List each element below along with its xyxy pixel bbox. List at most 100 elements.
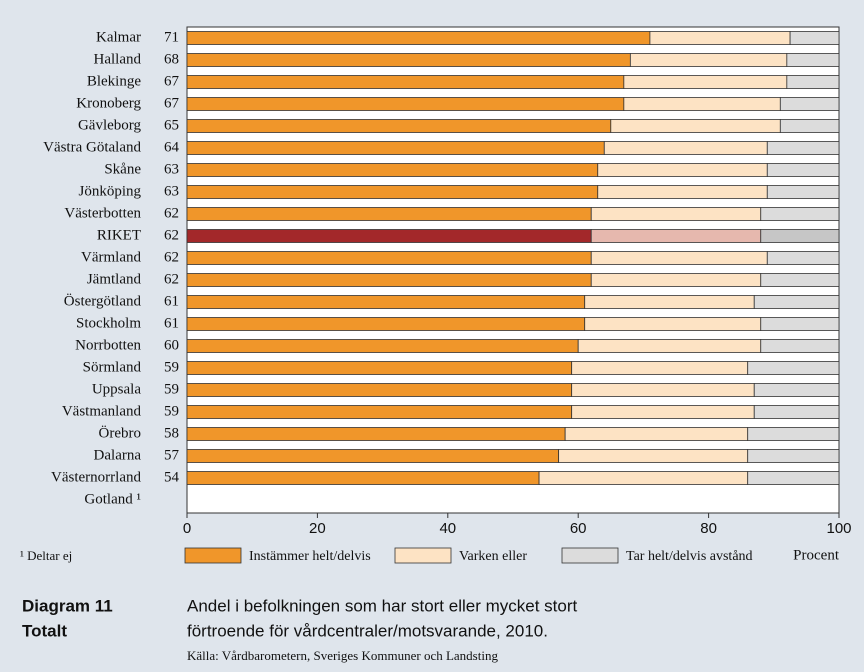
bar-segment xyxy=(186,141,605,155)
value-label: 67 xyxy=(164,73,180,89)
bar-segment xyxy=(186,295,586,309)
value-label: 62 xyxy=(164,249,179,265)
y-tick-label: RIKET xyxy=(97,227,141,243)
bar-segment xyxy=(186,229,592,243)
bar-segment xyxy=(186,207,592,221)
bar-segment xyxy=(760,229,840,243)
bar-segment xyxy=(584,295,755,309)
y-tick-label: Skåne xyxy=(104,161,141,177)
y-tick-label: Gävleborg xyxy=(78,117,142,133)
legend-swatch xyxy=(184,547,242,564)
y-tick-label: Stockholm xyxy=(76,315,141,331)
legend-label: Varken eller xyxy=(459,549,527,564)
bar-segment xyxy=(590,251,768,265)
bar-segment xyxy=(786,75,840,89)
chart-title: Andel i befolkningen som har stort eller… xyxy=(187,596,578,615)
value-label: 63 xyxy=(164,183,179,199)
y-tick-label: Sörmland xyxy=(83,359,142,375)
source: Källa: Vårdbarometern, Sveriges Kommuner… xyxy=(187,648,498,663)
bar-segment xyxy=(186,405,573,419)
bar-segment xyxy=(571,405,755,419)
bar-segment xyxy=(597,185,768,199)
bar-segment xyxy=(610,119,781,133)
bar-segment xyxy=(186,97,625,111)
y-tick-label: Halland xyxy=(94,51,142,67)
y-tick-label: Västernorrland xyxy=(51,469,141,485)
value-label: 62 xyxy=(164,271,179,287)
bar-segment xyxy=(760,207,840,221)
value-label: 71 xyxy=(164,29,179,45)
legend-label: Tar helt/delvis avstånd xyxy=(626,549,753,564)
bar-segment xyxy=(538,471,749,485)
y-tick-label: Västmanland xyxy=(62,403,142,419)
bar-segment xyxy=(584,317,762,331)
bar-segment xyxy=(779,97,840,111)
bar-segment xyxy=(186,471,540,485)
x-tick-label: 40 xyxy=(439,520,456,537)
value-label: 61 xyxy=(164,315,179,331)
bar-segment xyxy=(186,251,592,265)
bar-segment xyxy=(577,339,762,353)
bar-segment xyxy=(760,317,840,331)
value-label: 54 xyxy=(164,469,180,485)
x-tick-label: 20 xyxy=(309,520,326,537)
bar-segment xyxy=(766,141,840,155)
legend-label: Instämmer helt/delvis xyxy=(249,549,371,564)
bar-segment xyxy=(753,405,840,419)
bar-segment xyxy=(789,31,840,45)
value-label: 62 xyxy=(164,227,179,243)
y-tick-label: Norrbotten xyxy=(75,337,141,353)
bar-segment xyxy=(753,295,840,309)
y-tick-label: Västerbotten xyxy=(64,205,141,221)
bar-segment xyxy=(186,53,631,67)
bar-segment xyxy=(186,273,592,287)
value-label: 68 xyxy=(164,51,179,67)
bar-segment xyxy=(186,361,573,375)
bar-segment xyxy=(590,273,762,287)
bar-segment xyxy=(186,163,599,177)
value-label: 63 xyxy=(164,161,179,177)
bar-segment xyxy=(186,317,586,331)
value-label: 58 xyxy=(164,425,179,441)
y-tick-label: Uppsala xyxy=(92,381,141,397)
value-label: 59 xyxy=(164,359,179,375)
y-tick-label: Gotland ¹ xyxy=(84,491,141,507)
bar-segment xyxy=(590,207,762,221)
x-tick-label: 0 xyxy=(183,520,191,537)
y-tick-label: Dalarna xyxy=(94,447,142,463)
bar-segment xyxy=(760,273,840,287)
y-tick-label: Värmland xyxy=(81,249,141,265)
diagram-sublabel: Totalt xyxy=(22,621,67,640)
bar-segment xyxy=(571,361,749,375)
bar-segment xyxy=(623,97,781,111)
y-tick-label: Örebro xyxy=(99,424,141,441)
value-label: 64 xyxy=(164,139,180,155)
bar-segment xyxy=(747,449,840,463)
bar-segment xyxy=(571,383,755,397)
bar-segment xyxy=(564,427,749,441)
value-label: 57 xyxy=(164,447,180,463)
bar-segment xyxy=(649,31,791,45)
value-label: 60 xyxy=(164,337,179,353)
diagram-label: Diagram 11 xyxy=(22,596,113,615)
x-tick-label: 80 xyxy=(700,520,717,537)
x-tick-label: 60 xyxy=(570,520,587,537)
y-tick-label: Kalmar xyxy=(96,29,141,45)
bar-segment xyxy=(186,185,599,199)
y-tick-label: Jönköping xyxy=(78,183,141,199)
y-tick-label: Kronoberg xyxy=(76,95,141,111)
bar-segment xyxy=(747,427,840,441)
bar-segment xyxy=(186,119,612,133)
bar-segment xyxy=(590,229,762,243)
bar-segment xyxy=(603,141,768,155)
bar-segment xyxy=(623,75,788,89)
bar-segment xyxy=(558,449,749,463)
y-tick-label: Jämtland xyxy=(87,271,142,287)
bar-segment xyxy=(186,75,625,89)
value-label: 65 xyxy=(164,117,179,133)
value-label: 62 xyxy=(164,205,179,221)
bar-segment xyxy=(747,361,840,375)
bar-segment xyxy=(786,53,840,67)
bar-segment xyxy=(629,53,788,67)
